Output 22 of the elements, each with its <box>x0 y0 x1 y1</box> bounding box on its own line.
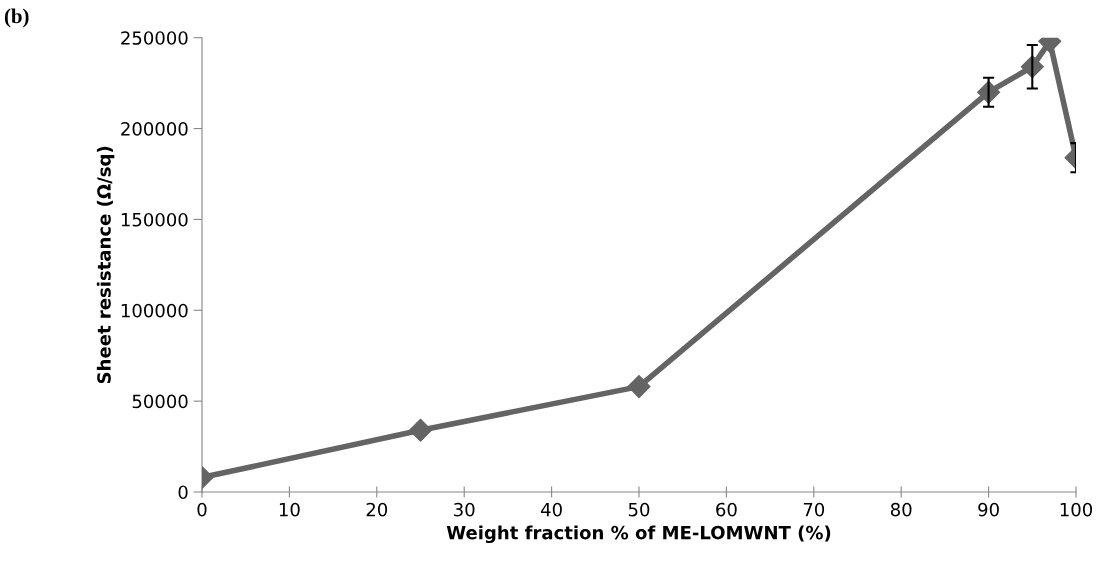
point <box>627 375 651 399</box>
x-tick-label: 100 <box>1060 502 1093 517</box>
x-tick-label: 90 <box>978 502 999 517</box>
x-tick-label: 70 <box>803 502 825 517</box>
x-axis-title: Weight fraction % of ME-LOMWNT (%) <box>446 525 831 544</box>
y-tick-label: 200000 <box>121 122 188 136</box>
x-tick-label: 50 <box>628 502 650 517</box>
y-axis-title: Sheet resistance (Ω/sq) <box>96 146 115 384</box>
x-tick-label: 20 <box>366 502 388 517</box>
text: (b) <box>4 8 29 28</box>
y-tick-label: 50000 <box>132 394 188 409</box>
y-tick-label: 250000 <box>121 31 188 45</box>
y-tick-label: 0 <box>178 485 188 500</box>
x-tick-label: 40 <box>541 502 562 517</box>
x-tick-label: 0 <box>197 502 207 517</box>
y-tick-label: 100000 <box>121 303 188 318</box>
x-tick-label: 10 <box>279 502 300 517</box>
point <box>409 418 432 442</box>
x-tick-label: 30 <box>454 502 475 517</box>
x-tick-label: 60 <box>716 502 737 517</box>
y-tick-label: 150000 <box>121 212 188 227</box>
x-tick-label: 80 <box>890 502 912 517</box>
